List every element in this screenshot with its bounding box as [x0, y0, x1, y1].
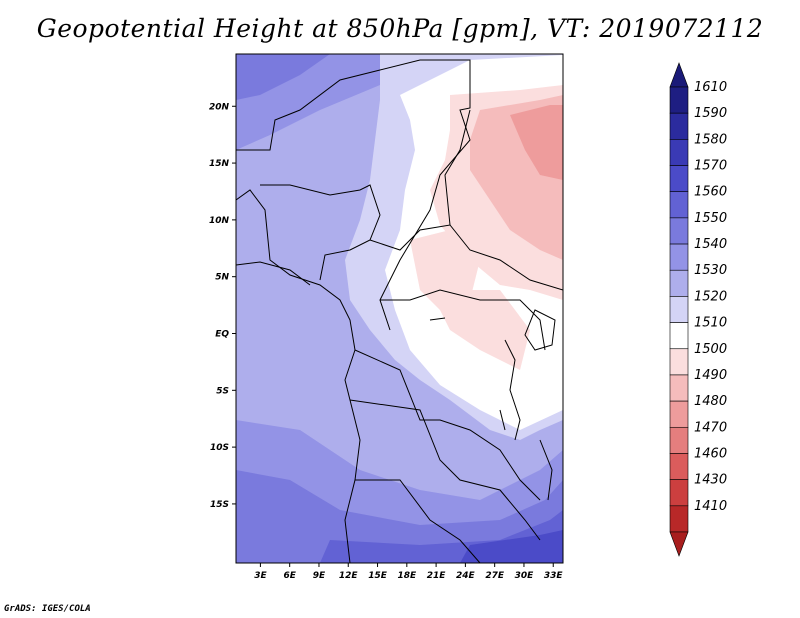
colorbar-label: 1590 [694, 106, 727, 121]
colorbar-label: 1560 [694, 185, 727, 200]
border-drc-north [380, 289, 546, 351]
colorbar-label: 1610 [694, 80, 727, 95]
colorbar-swatch [669, 296, 689, 323]
colorbar-swatch [669, 165, 689, 193]
border-namibia [355, 479, 481, 563]
inland-lakes [429, 317, 506, 431]
lon-tick-label: 30E [515, 571, 535, 581]
grads-credit: GrADS: IGES/COLA [4, 604, 91, 614]
lat-tick-label: 10S [210, 443, 229, 453]
colorbar-swatch [669, 139, 689, 166]
gulf-coast [236, 261, 311, 286]
colorbar-swatch [669, 322, 689, 350]
field-nw-core [236, 54, 330, 100]
colorbar-label: 1500 [694, 342, 727, 357]
colorbar-min-arrow [669, 531, 689, 557]
colorbar-label: 1530 [694, 263, 727, 278]
lat-tick-label: 20N [209, 102, 230, 112]
field-1480 [510, 105, 563, 180]
lon-tick-label: 9E [313, 571, 326, 581]
colorbar-swatch [669, 453, 689, 480]
field-1500-lakes [430, 290, 530, 370]
lon-tick-label: 18E [397, 571, 417, 581]
colorbar-swatch [669, 400, 689, 428]
colorbar-label: 1570 [694, 159, 727, 174]
colorbar-label: 1470 [694, 420, 727, 435]
colorbar-swatch [669, 479, 689, 507]
coastlines-borders [236, 59, 563, 563]
colorbar: 1610 1590 1580 1570 1560 1550 1540 1530 1520 1510… [669, 62, 727, 557]
latitude-axis: 20N 15N 10N 5N EQ 5S 10S 15S [209, 102, 236, 510]
colorbar-label: 1480 [694, 394, 727, 409]
map-title: Geopotential Height at 850hPa [gpm], VT:… [36, 14, 764, 43]
longitude-axis: 3E 6E 9E 12E 15E 18E 21E 24E 27E 30E 33E [254, 563, 563, 581]
colorbar-label: 1520 [694, 289, 727, 304]
colorbar-label: 1430 [694, 473, 727, 488]
colorbar-swatch [669, 217, 689, 245]
colorbar-label: 1580 [694, 132, 727, 147]
border-car [369, 224, 563, 291]
colorbar-swatch [669, 191, 689, 219]
colorbar-label: 1540 [694, 237, 727, 252]
lon-tick-label: 27E [485, 571, 505, 581]
colorbar-label: 1410 [694, 499, 727, 514]
colorbar-swatch [669, 505, 689, 533]
lat-tick-label: 15N [209, 159, 230, 169]
lon-tick-label: 15E [368, 571, 388, 581]
border-nigeria [260, 184, 381, 281]
border-drc-south [354, 349, 541, 501]
colorbar-label: 1460 [694, 446, 727, 461]
lon-tick-label: 3E [254, 571, 267, 581]
colorbar-label: 1550 [694, 211, 727, 226]
lon-tick-label: 33E [544, 571, 564, 581]
lon-tick-label: 21E [427, 571, 447, 581]
lat-tick-label: 5S [216, 386, 229, 396]
colorbar-swatch [669, 426, 689, 454]
colorbar-swatch [669, 112, 689, 140]
colorbar-label: 1510 [694, 316, 727, 331]
lake-malawi [539, 439, 553, 501]
colorbar-swatch [669, 269, 689, 297]
lat-tick-label: EQ [215, 329, 229, 339]
border-sudan [444, 109, 471, 226]
colorbar-swatch [669, 374, 689, 402]
west-coastline [236, 189, 361, 563]
field-ocean [236, 270, 345, 425]
lake-victoria [524, 309, 556, 351]
lat-tick-label: 10N [209, 216, 230, 226]
lake-tanganyika [504, 339, 521, 441]
lon-tick-label: 12E [339, 571, 359, 581]
colorbar-max-arrow [669, 62, 689, 88]
colorbar-swatch [669, 86, 689, 114]
colorbar-swatch [669, 348, 689, 376]
height-field [236, 54, 563, 563]
border-angola [349, 399, 541, 541]
colorbar-label: 1490 [694, 368, 727, 383]
lat-tick-label: 15S [210, 500, 229, 510]
lon-tick-label: 6E [283, 571, 296, 581]
lon-tick-label: 24E [456, 571, 476, 581]
field-south-1570 [460, 530, 563, 563]
lat-tick-label: 5N [215, 273, 229, 283]
colorbar-swatch [669, 243, 689, 271]
field-south-1550 [236, 470, 563, 563]
plot-frame [235, 53, 564, 564]
